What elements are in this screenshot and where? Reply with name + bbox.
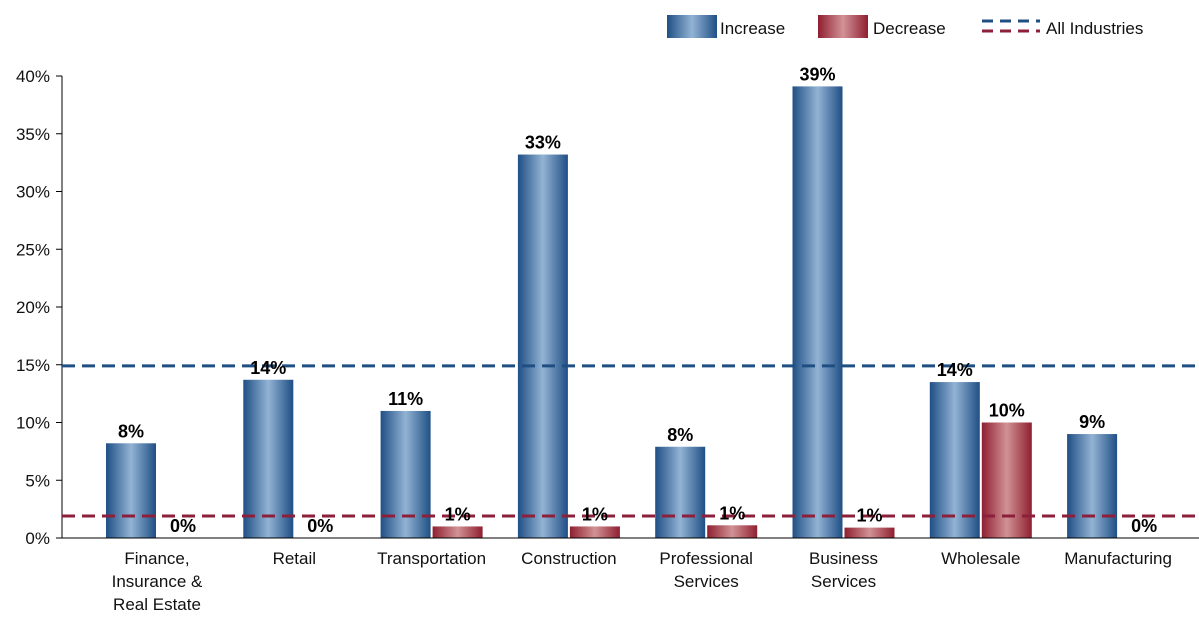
data-label: 8% (667, 425, 693, 445)
legend-swatch-increase (667, 15, 717, 38)
y-tick-label: 35% (16, 125, 50, 144)
bar-decrease (432, 526, 483, 538)
legend-label-all-industries: All Industries (1046, 19, 1143, 38)
data-label: 9% (1079, 412, 1105, 432)
category-label: Professional Services (659, 549, 753, 591)
bar-increase (380, 410, 431, 538)
data-label: 14% (250, 358, 286, 378)
category-label: Business Services (809, 549, 878, 591)
y-tick-label: 10% (16, 414, 50, 433)
bar-increase (243, 379, 294, 538)
legend-label-increase: Increase (720, 19, 785, 38)
bar-increase (517, 154, 568, 539)
legend-label-decrease: Decrease (873, 19, 946, 38)
y-tick-label: 15% (16, 356, 50, 375)
data-label: 10% (989, 401, 1025, 421)
data-label: 11% (388, 389, 423, 409)
y-tick-label: 5% (25, 471, 50, 490)
y-tick-label: 0% (25, 529, 50, 548)
data-label: 0% (1131, 516, 1157, 536)
category-label: Manufacturing (1064, 549, 1172, 568)
data-label: 33% (525, 133, 561, 153)
category-label: Transportation (377, 549, 486, 568)
y-tick-label: 30% (16, 183, 50, 202)
data-label: 0% (307, 516, 333, 536)
category-label: Retail (273, 549, 316, 568)
bar-increase (1067, 434, 1118, 538)
bar-decrease (981, 422, 1032, 538)
bar-increase (929, 382, 980, 538)
data-label: 1% (445, 504, 471, 524)
bar-increase (792, 86, 843, 539)
bar-increase (655, 446, 706, 538)
reference-lines (62, 364, 1199, 518)
bar-decrease (844, 527, 895, 538)
legend-swatch-decrease (818, 15, 868, 38)
category-label: Finance, Insurance & Real Estate (112, 549, 203, 614)
data-label: 0% (170, 516, 196, 536)
data-label: 14% (937, 360, 973, 380)
y-tick-label: 20% (16, 298, 50, 317)
category-label: Wholesale (941, 549, 1020, 568)
data-label: 39% (799, 64, 835, 84)
bar-decrease (707, 525, 758, 538)
legend: Increase Decrease All Industries (667, 15, 1143, 38)
data-label: 8% (118, 421, 144, 441)
bars (106, 86, 1118, 539)
y-axis: 0% 5% 10% 15% 20% 25% 30% 35% 40% (16, 67, 63, 548)
data-labels: 8% 0% 14% 0% 11% 1% 33% 1% 8% 1% 39% 1% 14% 10% 9% 0% (118, 64, 1157, 536)
bar-decrease (569, 526, 620, 538)
x-axis: Finance, Insurance & Real Estate Retail Tran… (62, 537, 1199, 614)
data-label: 1% (582, 504, 608, 524)
bar-increase (106, 443, 156, 538)
y-tick-label: 40% (16, 67, 50, 86)
data-label: 1% (856, 506, 882, 526)
y-tick-label: 25% (16, 240, 50, 259)
data-label: 1% (719, 503, 745, 523)
category-label: Construction (521, 549, 616, 568)
